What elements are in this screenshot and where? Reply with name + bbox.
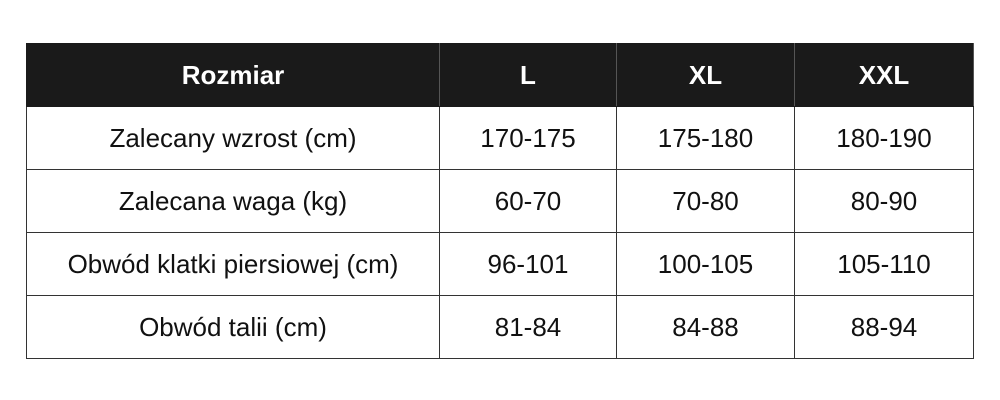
table-cell: Zalecana waga (kg) <box>26 169 440 233</box>
header-cell: XL <box>616 43 795 107</box>
table-row: Zalecana waga (kg) 60-70 70-80 80-90 <box>26 169 974 233</box>
table-body: Zalecany wzrost (cm) 170-175 175-180 180-19… <box>26 106 974 359</box>
header-cell: XXL <box>794 43 974 107</box>
table-cell: 81-84 <box>439 295 617 359</box>
table-row: Zalecany wzrost (cm) 170-175 175-180 180-19… <box>26 106 974 170</box>
table-cell: 70-80 <box>616 169 795 233</box>
table-cell: Obwód klatki piersiowej (cm) <box>26 232 440 296</box>
header-cell: L <box>439 43 617 107</box>
table-cell: 100-105 <box>616 232 795 296</box>
table-cell: 80-90 <box>794 169 974 233</box>
table-cell: 175-180 <box>616 106 795 170</box>
table-cell: 88-94 <box>794 295 974 359</box>
header-cell: Rozmiar <box>26 43 440 107</box>
table-row: Obwód talii (cm) 81-84 84-88 88-94 <box>26 295 974 359</box>
table-cell: 84-88 <box>616 295 795 359</box>
table-cell: Zalecany wzrost (cm) <box>26 106 440 170</box>
table-cell: Obwód talii (cm) <box>26 295 440 359</box>
table-cell: 105-110 <box>794 232 974 296</box>
size-table: Rozmiar L XL XXL Zalecany wzrost (cm) 170-17… <box>26 43 974 359</box>
table-row: Obwód klatki piersiowej (cm) 96-101 100-10… <box>26 232 974 296</box>
header-row: Rozmiar L XL XXL <box>26 43 974 107</box>
table-cell: 180-190 <box>794 106 974 170</box>
table-cell: 60-70 <box>439 169 617 233</box>
table-cell: 96-101 <box>439 232 617 296</box>
table-cell: 170-175 <box>439 106 617 170</box>
